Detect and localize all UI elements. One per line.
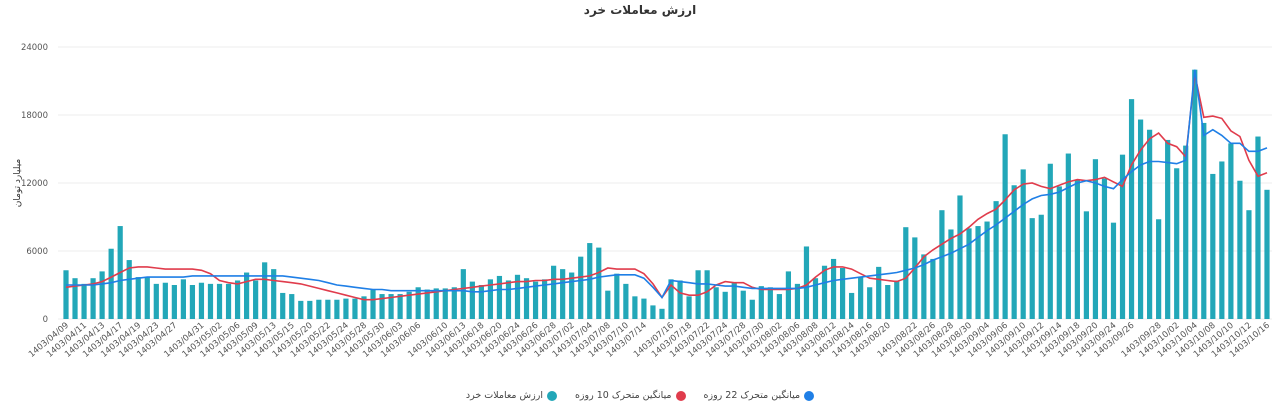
chart-legend: میانگین متحرک 22 روزه میانگین متحرک 10 ر… bbox=[0, 390, 1280, 401]
svg-text:24000: 24000 bbox=[21, 43, 48, 53]
legend-label: ارزش معاملات خرد bbox=[465, 390, 543, 401]
legend-item-bars[interactable]: ارزش معاملات خرد bbox=[466, 390, 557, 401]
line-series-ma10 bbox=[65, 74, 1268, 301]
line-series-ma22 bbox=[66, 69, 1268, 299]
svg-text:12000: 12000 bbox=[21, 179, 48, 189]
legend-dot-red-icon bbox=[675, 390, 686, 401]
gridlines bbox=[58, 46, 1272, 320]
chart-title: ارزش معاملات خرد bbox=[583, 3, 697, 17]
svg-text:0: 0 bbox=[43, 315, 48, 325]
svg-text:18000: 18000 bbox=[21, 111, 48, 121]
legend-item-ma22[interactable]: میانگین متحرک 22 روزه bbox=[704, 390, 815, 401]
legend-item-ma10[interactable]: میانگین متحرک 10 روزه bbox=[575, 390, 686, 401]
x-axis-tick-labels: 1403/04/091403/04/111403/04/131403/04/17… bbox=[27, 321, 1272, 360]
bar-series-retail-trade-value bbox=[63, 69, 1270, 320]
y-axis-ticks: 0 6000 12000 18000 24000 bbox=[21, 43, 48, 325]
legend-label: میانگین متحرک 22 روزه bbox=[703, 390, 801, 401]
chart-plot-area: 0 6000 12000 18000 24000 1403/04/091403/04/1… bbox=[21, 43, 1272, 360]
svg-text:6000: 6000 bbox=[26, 247, 48, 257]
legend-label: میانگین متحرک 10 روزه bbox=[574, 390, 672, 401]
legend-dot-teal-icon bbox=[546, 390, 557, 401]
legend-dot-blue-icon bbox=[804, 390, 815, 401]
